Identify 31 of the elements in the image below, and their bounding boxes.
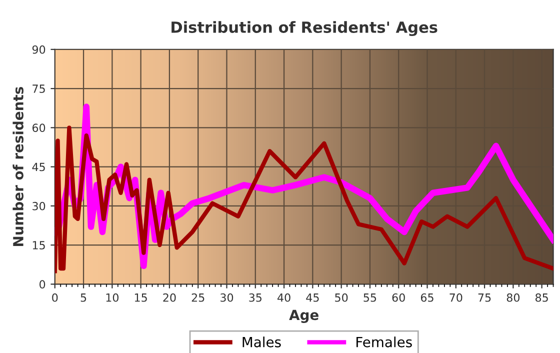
x-tick-label: 30 [220,293,234,302]
legend-label: Females [356,336,412,348]
x-tick-label: 0 [52,293,58,302]
x-axis-title: Age [289,310,318,323]
legend-label: Males [242,336,281,348]
x-tick-label: 50 [335,293,348,302]
x-tick-label: 35 [249,293,262,302]
y-tick-label: 90 [32,45,46,54]
y-tick-label: 30 [32,202,46,210]
x-tick-label: 20 [163,293,176,302]
y-axis-title: Number of residents [12,87,24,246]
x-tick-label: 80 [506,293,520,302]
y-tick-label: 0 [40,280,46,289]
line-series [54,126,554,274]
y-tick-label: 75 [32,84,45,93]
y-tick-label: 60 [32,124,46,132]
y-tick-label: 15 [32,241,45,250]
x-tick-label: 40 [278,293,290,302]
x-tick-label: 25 [192,293,204,302]
x-tick-label: 55 [364,294,376,302]
x-tick-label: 65 [420,293,434,302]
x-tick-label: 60 [392,293,405,302]
x-tick-label: 15 [134,294,147,302]
x-tick-label: 70 [450,293,462,302]
x-tick-label: 45 [306,294,319,302]
x-tick-label: 85 [536,293,548,302]
x-tick-label: 10 [106,293,118,302]
x-tick-label: 5 [80,294,86,302]
x-tick-label: 75 [478,294,491,302]
y-tick-label: 45 [32,162,45,172]
chart-title: Distribution of Residents' Ages [172,21,438,36]
